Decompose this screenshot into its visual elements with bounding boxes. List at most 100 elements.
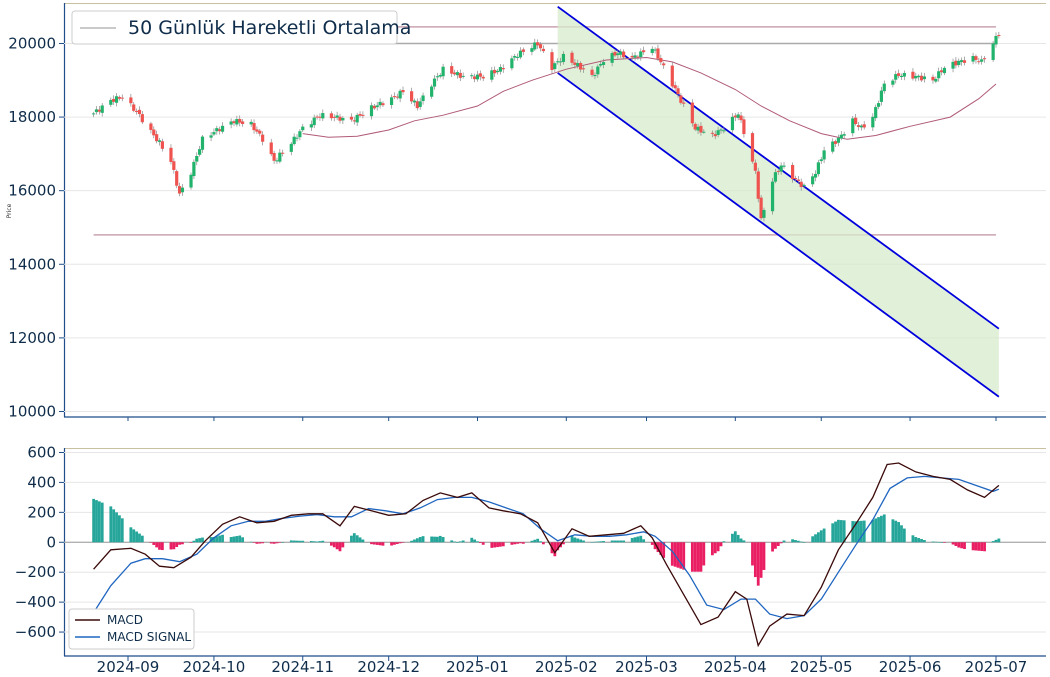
candle-body <box>573 62 577 65</box>
macd-tick-label: −600 <box>15 623 56 641</box>
histogram-bar <box>659 542 663 555</box>
candle-body <box>389 97 394 105</box>
candle-body <box>398 90 402 99</box>
x-axis-ticks: 2024-09 2024-10 2024-11 2024-12 2025-01 2025-… <box>97 417 1028 676</box>
histogram-bar <box>149 542 153 543</box>
signal-legend-label: MACD SIGNAL <box>107 630 191 644</box>
candle-body <box>381 103 385 106</box>
x-tick-label: 2025-06 <box>879 658 942 676</box>
histogram-bar <box>390 542 393 546</box>
candle-body <box>791 164 795 180</box>
histogram-bar <box>679 542 683 569</box>
candle-body <box>120 97 124 99</box>
histogram-bar <box>579 539 583 543</box>
candle-body <box>137 109 142 114</box>
candle-body <box>957 60 961 65</box>
macd-y-ticks: −600 −400 −200 0 200 400 600 <box>15 443 64 641</box>
histogram-bar <box>378 542 382 546</box>
histogram-bar <box>172 542 176 550</box>
price-tick-label: 16000 <box>8 182 56 200</box>
histogram-bar <box>301 540 305 543</box>
histogram-bar <box>241 537 244 543</box>
macd-tick-label: 600 <box>27 443 56 461</box>
histogram-bar <box>931 541 935 543</box>
x-tick-label: 2024-12 <box>357 658 420 676</box>
histogram-bar <box>774 542 777 549</box>
candle-body <box>856 125 861 127</box>
candle-body <box>149 123 153 130</box>
candle-body <box>739 115 743 121</box>
histogram-bar <box>670 542 674 566</box>
candle-body <box>553 63 557 70</box>
histogram-bar <box>221 534 224 543</box>
candle-body <box>816 162 820 175</box>
histogram-bar <box>974 542 978 551</box>
histogram-bar <box>249 541 253 543</box>
candle-body <box>891 80 895 85</box>
histogram-bar <box>476 541 479 543</box>
candle-body <box>919 75 924 81</box>
histogram-bar <box>851 521 855 543</box>
histogram-bar <box>521 542 525 544</box>
histogram-bar <box>871 519 875 543</box>
histogram-bar <box>653 542 657 550</box>
candle-body <box>275 160 279 162</box>
candle-body <box>581 68 586 70</box>
x-tick-label: 2024-09 <box>97 658 160 676</box>
candle-body <box>556 61 560 63</box>
histogram-bar <box>693 542 697 572</box>
histogram-bar <box>894 520 898 543</box>
histogram-bar <box>309 541 313 543</box>
candle-body <box>937 71 941 79</box>
candle-body <box>341 117 345 121</box>
histogram-bar <box>355 535 359 543</box>
histogram-bar <box>630 538 634 543</box>
x-tick-label: 2025-07 <box>965 658 1028 676</box>
histogram-bar <box>977 542 981 551</box>
histogram-bar <box>877 517 880 543</box>
candle-body <box>335 115 339 118</box>
price-gridlines <box>64 42 1046 412</box>
histogram-bar <box>891 519 895 543</box>
candle-body <box>802 184 806 186</box>
candle-body <box>515 56 520 58</box>
candle-body <box>318 116 322 118</box>
histogram-bar <box>616 540 620 543</box>
candle-body <box>914 75 918 79</box>
candle-body <box>773 172 778 182</box>
histogram-bar <box>281 542 285 543</box>
channel-fill <box>557 6 999 397</box>
candle-body <box>134 110 139 112</box>
histogram-bar <box>433 536 436 543</box>
histogram-bar <box>332 542 336 548</box>
candle-body <box>851 118 855 134</box>
price-y-label: Price <box>6 203 13 218</box>
histogram-bar <box>599 541 603 543</box>
histogram-bar <box>352 533 356 543</box>
histogram-bar <box>441 537 445 543</box>
candle-body <box>871 116 875 128</box>
macd-line <box>93 462 1000 648</box>
histogram-bar <box>292 540 296 543</box>
candle-body <box>94 109 99 113</box>
histogram-bar <box>132 529 136 543</box>
histogram-bar <box>189 542 193 543</box>
candle-body <box>690 102 694 124</box>
candle-body <box>776 170 780 172</box>
candle-body <box>355 114 359 123</box>
candle-body <box>195 156 199 162</box>
histogram-bar <box>195 538 199 543</box>
histogram-bar <box>556 542 560 551</box>
histogram-bar <box>473 539 477 543</box>
candle-body <box>621 51 626 58</box>
histogram-bar <box>430 536 434 543</box>
candle-body <box>229 121 233 125</box>
histogram-bar <box>553 542 557 557</box>
histogram-bar <box>842 520 846 543</box>
candle-body <box>960 60 964 63</box>
candle-body <box>662 63 666 66</box>
candle-body <box>722 130 726 132</box>
candle-body <box>939 70 944 73</box>
histogram-bar <box>613 540 617 543</box>
histogram-bar <box>278 542 282 543</box>
